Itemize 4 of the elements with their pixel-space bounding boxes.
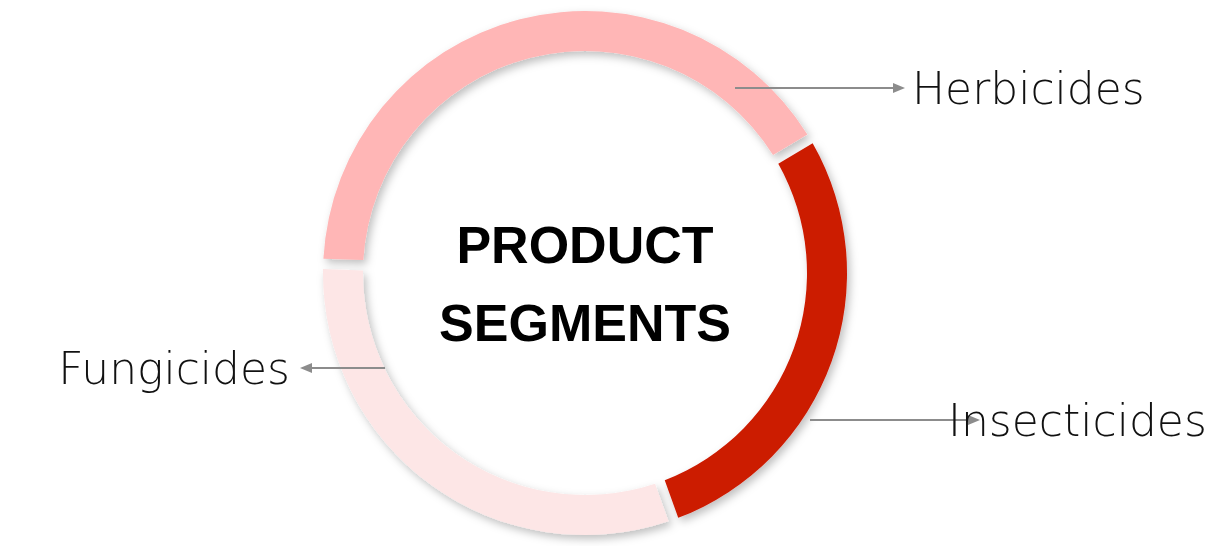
text: PRODUCT SEGMENTS <box>439 216 731 352</box>
slice-label: Fungicides <box>58 343 290 394</box>
slice-label: Herbicides <box>912 63 1145 114</box>
slice-label: Insecticides <box>948 395 1207 446</box>
